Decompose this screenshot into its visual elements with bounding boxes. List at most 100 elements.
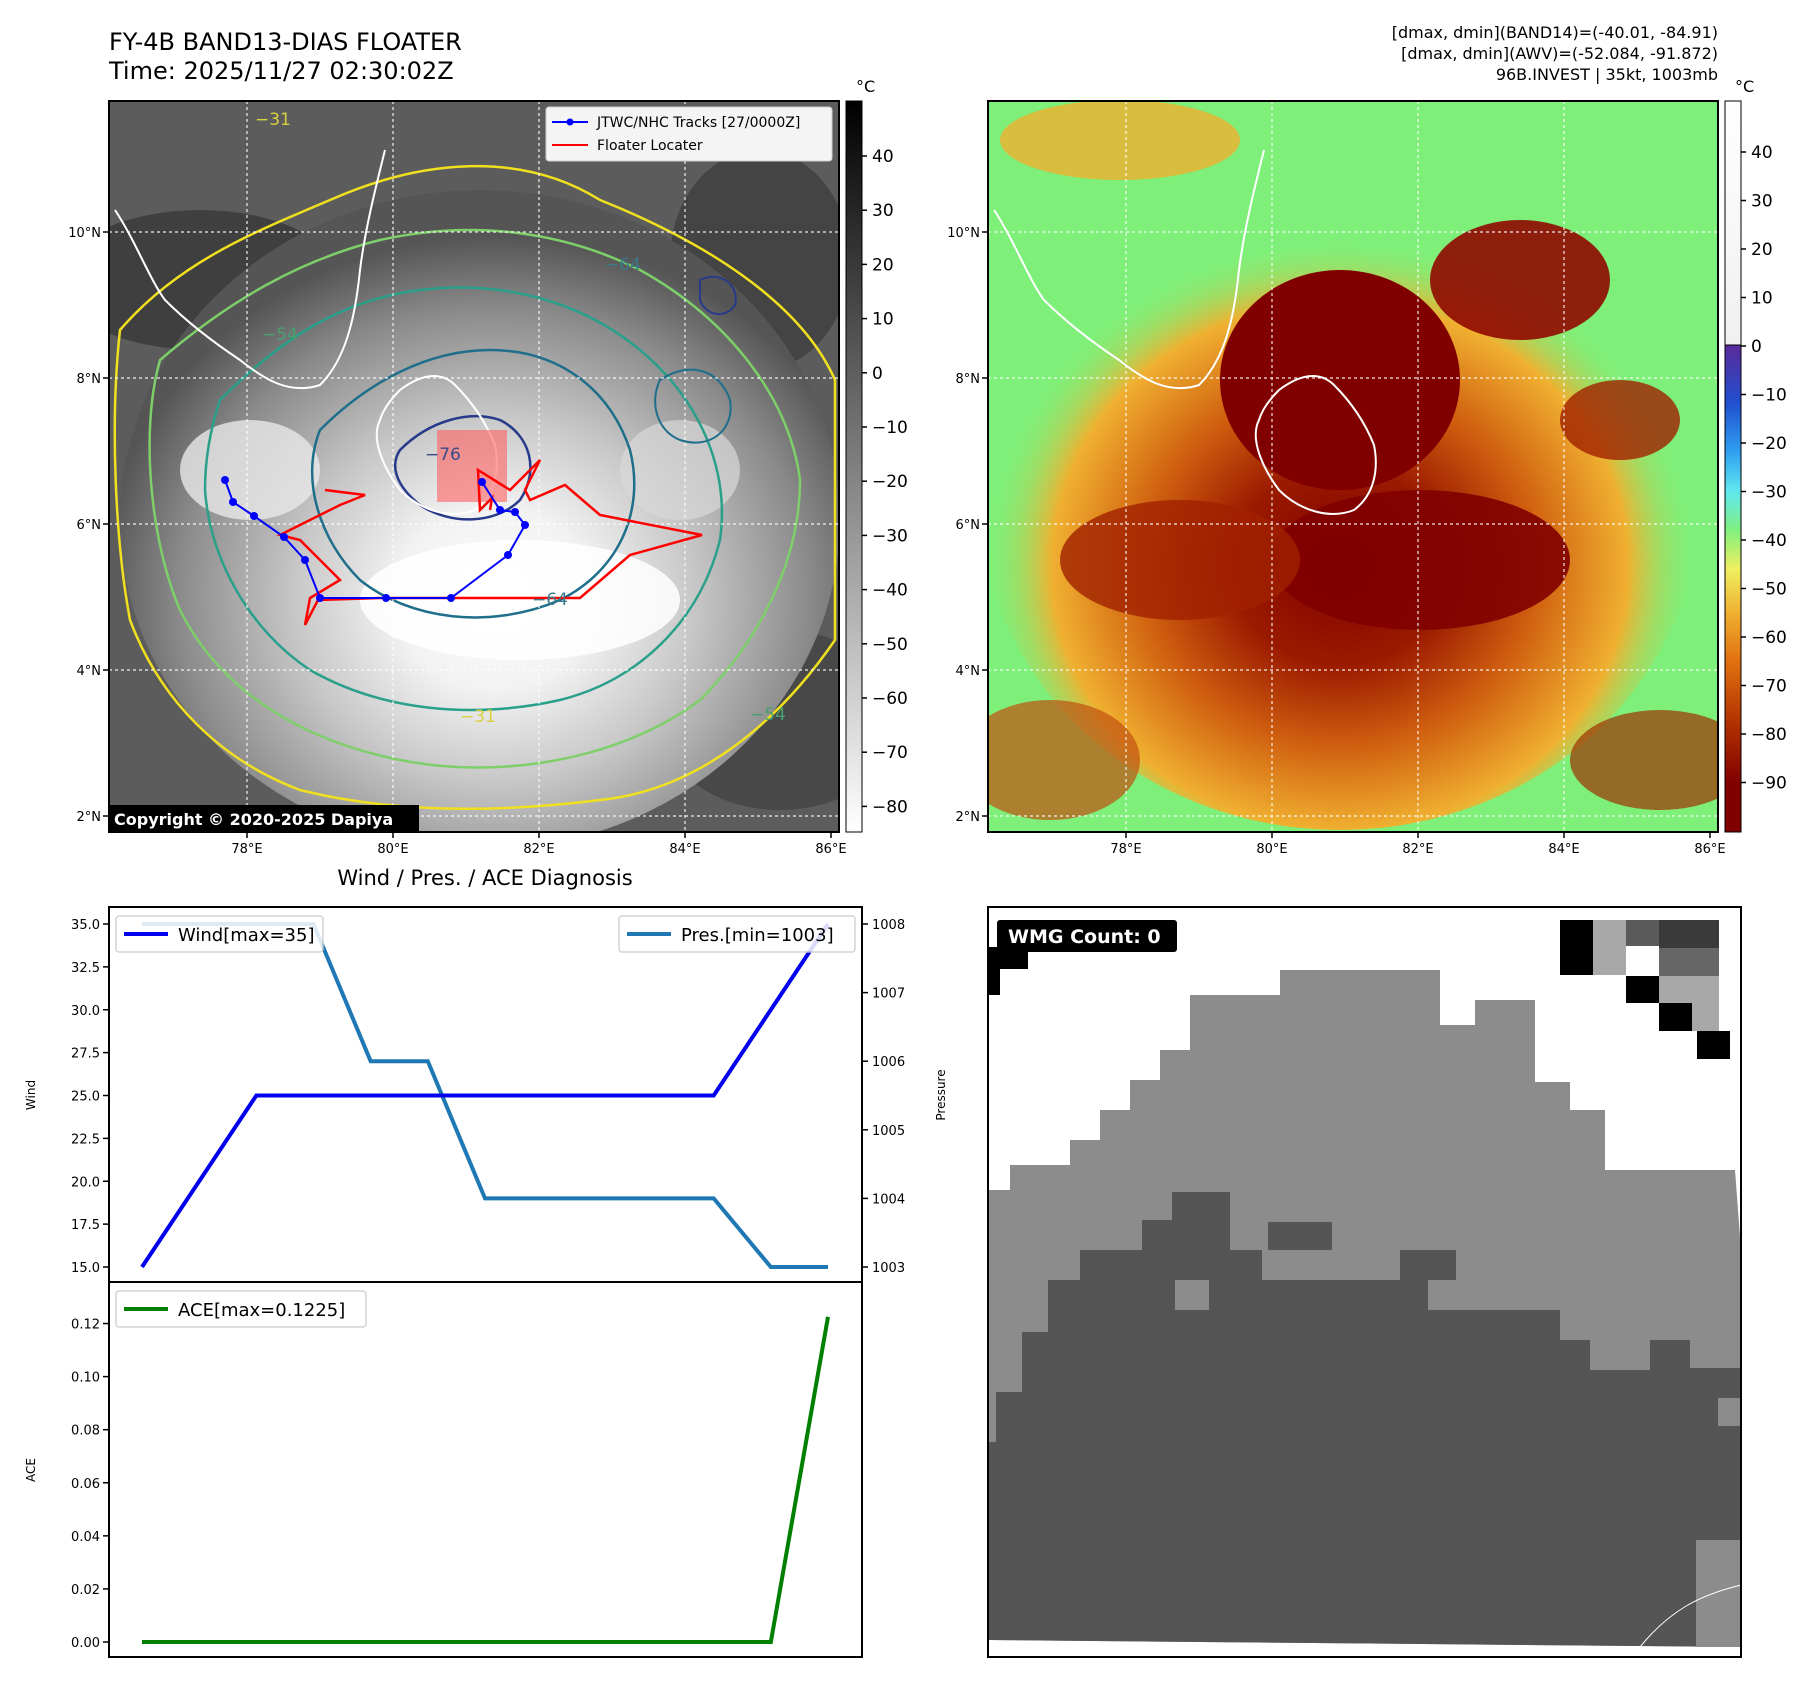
wind-tick-label: 25.0 — [71, 1090, 100, 1105]
wind-series-line — [140, 922, 830, 1269]
ace-legend: ACE[max=0.1225] — [115, 1290, 367, 1328]
wind-tick-label: 32.5 — [71, 961, 100, 976]
contour-label: −31 — [255, 110, 291, 130]
legend-locater-label: Floater Locater — [597, 138, 703, 154]
copyright-badge: Copyright © 2020-2025 Dapiya — [109, 805, 419, 832]
lat-tick-label: 2°N — [77, 810, 102, 825]
wv-map — [988, 101, 1718, 832]
wind-tick-label: 17.5 — [71, 1218, 100, 1233]
lat-tick-label: 10°N — [947, 226, 980, 241]
wind-tick-label: 27.5 — [71, 1047, 100, 1062]
pres-tick-label: 1008 — [872, 918, 905, 933]
ace-tick-label: 0.02 — [71, 1583, 100, 1598]
lat-tick-label: 6°N — [77, 518, 102, 533]
ir-map: −31 −31 −54 −54 −64 −64 −76 — [109, 101, 839, 832]
lon-tick-label: 84°E — [669, 842, 700, 857]
wind-legend-label: Wind[max=35] — [178, 925, 315, 946]
lon-tick-label: 78°E — [231, 842, 262, 857]
colorbar-tick-label: 10 — [872, 310, 894, 330]
lat-tick-label: 8°N — [77, 372, 102, 387]
colorbar-tick-label: 40 — [1751, 143, 1773, 163]
ir-colorbar-unit: °C — [856, 77, 875, 96]
colorbar-tick-label: −50 — [1751, 580, 1787, 600]
ace-tick-label: 0.00 — [71, 1636, 100, 1651]
colorbar-tick-label: −70 — [872, 743, 908, 763]
pres-tick-label: 1004 — [872, 1192, 905, 1207]
ir-map-legend: JTWC/NHC Tracks [27/0000Z] Floater Locat… — [545, 106, 833, 162]
info-band14: [dmax, dmin](BAND14)=(-40.01, -84.91) — [1392, 23, 1718, 42]
copyright-text: Copyright © 2020-2025 Dapiya — [114, 810, 393, 829]
colorbar-tick-label: −60 — [1751, 628, 1787, 648]
lat-tick-label: 10°N — [68, 226, 101, 241]
pres-tick-label: 1007 — [872, 987, 905, 1002]
wind-axis-label: Wind — [24, 1080, 38, 1110]
pres-tick-label: 1005 — [872, 1124, 905, 1139]
colorbar-tick-label: 0 — [1751, 337, 1762, 357]
colorbar-tick-label: −30 — [1751, 483, 1787, 503]
colorbar-tick-label: −40 — [1751, 531, 1787, 551]
contour-label: −54 — [262, 325, 298, 345]
colorbar-tick-label: 40 — [872, 147, 894, 167]
legend-track-label: JTWC/NHC Tracks [27/0000Z] — [596, 115, 800, 131]
ace-chart: 0.12 0.10 0.08 0.06 0.04 0.02 0.00 ACE ACE[max… — [24, 1281, 863, 1658]
colorbar-tick-label: −90 — [1751, 774, 1787, 794]
colorbar-tick-label: −20 — [1751, 434, 1787, 454]
colorbar-tick-label: 20 — [872, 255, 894, 275]
ace-tick-label: 0.12 — [71, 1318, 100, 1333]
diagnosis-title: Wind / Pres. / ACE Diagnosis — [337, 866, 632, 890]
info-storm: 96B.INVEST | 35kt, 1003mb — [1496, 65, 1718, 84]
wmg-panel: WMG Count: 0 — [987, 906, 1742, 1658]
contour-label: −31 — [460, 707, 496, 727]
colorbar-tick-label: −10 — [1751, 386, 1787, 406]
lat-tick-label: 2°N — [956, 810, 981, 825]
wind-pres-chart: 35.0 32.5 30.0 27.5 25.0 22.5 20.0 17.5 15.0 1008… — [24, 906, 948, 1283]
contour-label: −54 — [750, 705, 786, 725]
colorbar-tick-label: −10 — [872, 418, 908, 438]
lon-tick-label: 82°E — [1402, 842, 1433, 857]
ace-series-line — [142, 1316, 830, 1644]
ir-map-frame — [108, 100, 840, 833]
colorbar-tick-label: 30 — [872, 201, 894, 221]
jtwc-track-points — [221, 476, 529, 602]
wind-legend: Wind[max=35] — [115, 915, 324, 953]
lon-tick-label: 84°E — [1548, 842, 1579, 857]
colorbar-tick-label: −80 — [1751, 725, 1787, 745]
pressure-axis-label: Pressure — [934, 1069, 948, 1120]
colorbar-tick-label: −60 — [872, 689, 908, 709]
ace-legend-label: ACE[max=0.1225] — [178, 1300, 345, 1321]
lat-tick-label: 8°N — [956, 372, 981, 387]
ir-colorbar: °C 40 30 20 10 0 −10 −20 −30 −40 −50 −60 −70 −80 — [845, 77, 908, 833]
lon-tick-label: 86°E — [1694, 842, 1725, 857]
wv-map-frame — [987, 100, 1719, 833]
ace-tick-label: 0.06 — [71, 1477, 100, 1492]
contour-label: −64 — [605, 255, 641, 275]
wind-tick-label: 30.0 — [71, 1004, 100, 1019]
colorbar-tick-label: 0 — [872, 364, 883, 384]
colorbar-tick-label: 20 — [1751, 240, 1773, 260]
pres-tick-label: 1003 — [872, 1261, 905, 1276]
colorbar-tick-label: −70 — [1751, 677, 1787, 697]
colorbar-tick-label: 30 — [1751, 192, 1773, 212]
pres-tick-label: 1006 — [872, 1055, 905, 1070]
colorbar-tick-label: −30 — [872, 526, 908, 546]
colorbar-tick-label: −20 — [872, 472, 908, 492]
figure-time: Time: 2025/11/27 02:30:02Z — [108, 57, 454, 85]
contour-label: −76 — [425, 445, 461, 465]
lat-tick-label: 6°N — [956, 518, 981, 533]
lon-tick-label: 78°E — [1110, 842, 1141, 857]
wv-colorbar-unit: °C — [1735, 77, 1754, 96]
lat-tick-label: 4°N — [956, 664, 981, 679]
pres-legend: Pres.[min=1003] — [618, 915, 856, 953]
colorbar-tick-label: −80 — [872, 797, 908, 817]
wind-tick-label: 20.0 — [71, 1175, 100, 1190]
ace-tick-label: 0.08 — [71, 1424, 100, 1439]
wv-colorbar: °C 40 30 20 10 0 −10 −20 −30 −40 −50 −60 −70 −80 −90 — [1724, 77, 1787, 833]
lon-tick-label: 82°E — [523, 842, 554, 857]
colorbar-tick-label: −40 — [872, 581, 908, 601]
figure-title: FY-4B BAND13-DIAS FLOATER — [109, 28, 462, 56]
map-axis-ticks: 78°E 80°E 82°E 84°E 86°E 10°N 8°N 6°N 4°N 2°N 78°E… — [68, 226, 1725, 857]
pres-legend-label: Pres.[min=1003] — [681, 925, 834, 946]
wind-tick-label: 22.5 — [71, 1132, 100, 1147]
